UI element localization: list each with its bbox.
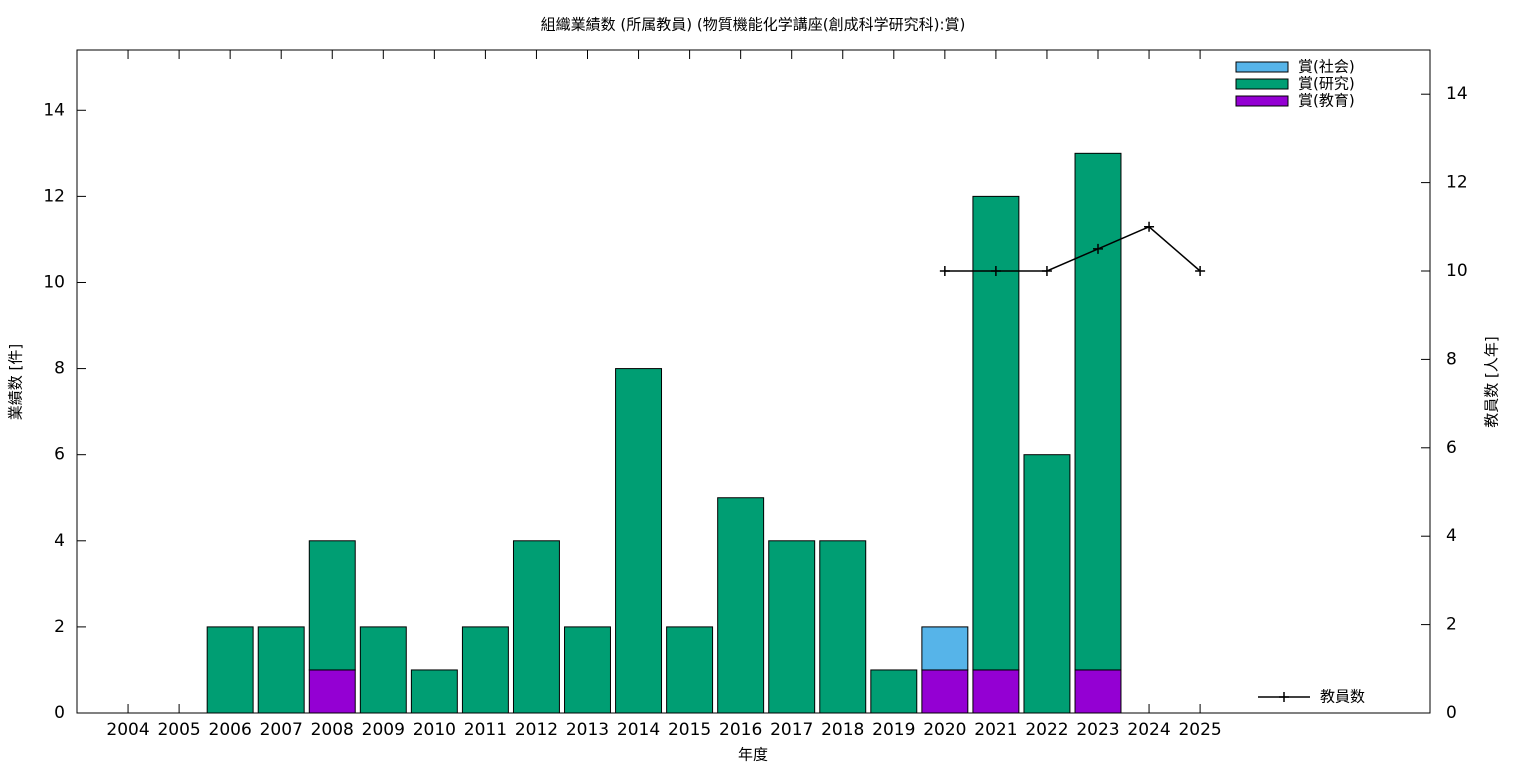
x-tick-label: 2009	[362, 720, 405, 740]
x-tick-label: 2023	[1076, 720, 1119, 740]
x-tick-label: 2019	[872, 720, 915, 740]
bar	[308, 669, 356, 714]
legend-swatch	[1235, 95, 1289, 107]
point	[990, 266, 1001, 276]
x-tick-label: 2020	[923, 720, 966, 740]
x-tick-label: 2011	[464, 720, 507, 740]
y2-tick-label: 6	[1446, 438, 1457, 458]
bar	[615, 368, 663, 714]
bar	[461, 626, 509, 714]
legend-swatch	[1235, 61, 1289, 73]
x-axis-label: 年度	[738, 746, 768, 764]
y-tick-label: 6	[54, 445, 65, 465]
x-tick-label: 2006	[209, 720, 252, 740]
y2-tick-label: 0	[1446, 703, 1457, 723]
legend-swatch	[1279, 692, 1289, 702]
bar	[308, 540, 356, 671]
bar	[1023, 454, 1071, 714]
x-tick-label: 2018	[821, 720, 864, 740]
x-tick-label: 2013	[566, 720, 609, 740]
y-axis-label: 業績数 [件]	[7, 344, 25, 420]
bar	[666, 626, 714, 714]
y-tick-label: 4	[54, 531, 65, 551]
y-tick-label: 10	[43, 272, 65, 292]
x-tick-label: 2012	[515, 720, 558, 740]
y2-axis-label: 教員数 [人年]	[1483, 336, 1501, 427]
bar	[870, 669, 918, 714]
legend-label: 賞(研究)	[1298, 75, 1355, 93]
legend-label: 賞(教育)	[1298, 92, 1355, 110]
x-tick-label: 2022	[1025, 720, 1068, 740]
y-tick-label: 0	[54, 703, 65, 723]
y-tick-label: 2	[54, 617, 65, 637]
point	[1144, 221, 1155, 232]
x-tick-label: 2021	[974, 720, 1017, 740]
x-tick-label: 2004	[106, 720, 149, 740]
bar	[512, 540, 560, 714]
legend-label: 教員数	[1320, 688, 1365, 706]
x-tick-label: 2008	[311, 720, 354, 740]
x-tick-label: 2025	[1178, 720, 1221, 740]
y-tick-label: 14	[43, 100, 65, 120]
bar	[972, 669, 1020, 714]
bar	[819, 540, 867, 714]
x-tick-label: 2007	[260, 720, 303, 740]
chart-title: 組織業績数 (所属教員) (物質機能化学講座(創成科学研究科):賞)	[541, 16, 966, 34]
y2-tick-label: 12	[1446, 173, 1468, 193]
point	[1195, 266, 1206, 276]
x-tick-label: 2017	[770, 720, 813, 740]
bar	[921, 669, 969, 714]
bar	[359, 626, 407, 714]
x-tick-label: 2014	[617, 720, 660, 740]
legend-swatch	[1235, 78, 1289, 90]
y2-tick-label: 10	[1446, 261, 1468, 281]
bar	[921, 626, 969, 671]
y2-tick-label: 4	[1446, 526, 1457, 546]
legend-label: 賞(社会)	[1298, 58, 1355, 76]
y-tick-label: 12	[43, 186, 65, 206]
y2-tick-label: 8	[1446, 349, 1457, 369]
x-tick-label: 2024	[1127, 720, 1170, 740]
line	[944, 225, 1201, 272]
y-tick-label: 8	[54, 359, 65, 379]
bar	[717, 497, 765, 714]
x-tick-label: 2005	[157, 720, 200, 740]
point	[1093, 243, 1103, 254]
y2-tick-label: 2	[1446, 615, 1457, 635]
point	[1041, 266, 1052, 276]
point	[939, 266, 950, 276]
bar	[206, 626, 254, 714]
bar	[1074, 152, 1122, 671]
y2-tick-label: 14	[1446, 84, 1468, 104]
bar	[1074, 669, 1122, 714]
x-tick-label: 2010	[413, 720, 456, 740]
bar	[257, 626, 305, 714]
bar	[768, 540, 816, 714]
bar	[564, 626, 611, 714]
bar	[410, 669, 458, 714]
plot-border	[76, 49, 1431, 714]
x-tick-label: 2016	[719, 720, 762, 740]
x-tick-label: 2015	[668, 720, 711, 740]
